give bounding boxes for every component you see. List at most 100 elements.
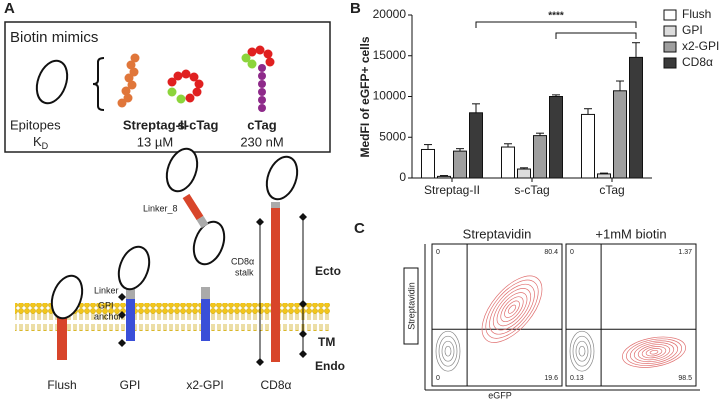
legend-swatch bbox=[663, 41, 677, 53]
tag-name: Streptag-II bbox=[123, 117, 187, 132]
contour-pos bbox=[645, 348, 663, 357]
quadrant-value: 0 bbox=[436, 249, 440, 256]
contour-pos bbox=[492, 288, 532, 331]
quadrant-value: 0 bbox=[570, 249, 574, 256]
contour-neg bbox=[444, 345, 452, 357]
contour-pos bbox=[629, 340, 679, 364]
significance-bracket bbox=[475, 21, 637, 28]
linker bbox=[126, 287, 135, 299]
bar bbox=[421, 148, 435, 179]
y-tick-label: 0 bbox=[399, 170, 406, 184]
contour-pos bbox=[504, 300, 520, 318]
kd-sub: D bbox=[42, 141, 49, 151]
tag-name: s-cTag bbox=[178, 117, 219, 132]
contour-pos bbox=[507, 304, 517, 314]
quadrant-value: 0 bbox=[436, 375, 440, 382]
stalk-label: CD8α bbox=[231, 256, 254, 266]
ctag-icon bbox=[241, 45, 275, 112]
y-tick-label: 20000 bbox=[373, 7, 407, 21]
bar bbox=[453, 150, 467, 179]
contour-pos bbox=[485, 279, 539, 339]
contour-neg bbox=[435, 330, 461, 372]
tag-name: cTag bbox=[247, 117, 276, 132]
panel-label: A bbox=[4, 0, 15, 17]
contour-pos bbox=[625, 338, 683, 366]
significance-bracket bbox=[555, 32, 637, 39]
linker-label: Linker bbox=[94, 285, 119, 295]
panel-a: A Biotin mimics Epitopes KD Streptag-II … bbox=[4, 0, 345, 392]
x-tick-label: Streptag-II bbox=[424, 183, 480, 197]
gpi-anchor bbox=[201, 299, 210, 341]
contour-neg bbox=[569, 330, 595, 372]
plot-title: Streptavidin bbox=[463, 226, 532, 241]
contour-pos bbox=[641, 346, 667, 359]
mimic-box bbox=[4, 21, 331, 153]
quadrant-value: 0.13 bbox=[570, 375, 584, 382]
linker-8-label: Linker_8 bbox=[143, 203, 178, 213]
y-tick-label: 15000 bbox=[373, 48, 407, 62]
epitope bbox=[165, 147, 199, 193]
gpi-anchor-label: anchor bbox=[94, 311, 122, 321]
x-tick-label: cTag bbox=[599, 183, 624, 197]
legend-swatch bbox=[663, 9, 677, 21]
bar bbox=[629, 56, 643, 179]
bar bbox=[517, 168, 531, 179]
construct-label: Flush bbox=[47, 378, 76, 392]
y-tick-label: 5000 bbox=[379, 129, 406, 143]
cd8-stalk bbox=[271, 202, 280, 362]
contour-pos bbox=[633, 342, 675, 363]
contour-pos bbox=[637, 344, 671, 361]
contour-pos bbox=[649, 349, 659, 355]
significance-label: **** bbox=[548, 11, 564, 22]
epitope-icon bbox=[35, 59, 69, 105]
contour-neg bbox=[441, 340, 455, 362]
contour-neg bbox=[575, 340, 589, 362]
contour-pos bbox=[500, 296, 524, 323]
panel-b: B MedFI of eGFP+ cells 0 5000 10000 15000 20… bbox=[350, 0, 719, 197]
plot-title: +1mM biotin bbox=[595, 226, 666, 241]
construct-label: x2-GPI bbox=[186, 378, 223, 392]
bar bbox=[613, 90, 627, 179]
construct-label: CD8α bbox=[261, 378, 292, 392]
box-title: Biotin mimics bbox=[10, 29, 98, 46]
bar bbox=[581, 113, 595, 179]
s-ctag-icon bbox=[167, 69, 204, 104]
bar bbox=[549, 96, 563, 179]
construct-stalk bbox=[57, 315, 67, 360]
linker bbox=[196, 215, 209, 229]
kd-label: KD bbox=[33, 134, 49, 151]
quadrant-value: 98.5 bbox=[678, 375, 692, 382]
bar bbox=[533, 135, 547, 179]
panel-label: C bbox=[354, 220, 365, 237]
contour-pos bbox=[481, 275, 543, 343]
legend-label: CD8α bbox=[682, 55, 713, 69]
quadrant-value: 80.4 bbox=[544, 249, 558, 256]
contour-pos bbox=[622, 336, 686, 368]
bar bbox=[437, 175, 451, 179]
region-label: Ecto bbox=[315, 264, 341, 278]
bracket bbox=[92, 57, 105, 111]
bar bbox=[597, 173, 611, 179]
construct-label: GPI bbox=[120, 378, 141, 392]
linker-8 bbox=[182, 193, 204, 221]
contour-neg bbox=[578, 345, 586, 357]
y-axis-label: Streptavidin bbox=[406, 282, 416, 330]
legend-label: x2-GPI bbox=[682, 39, 719, 53]
region-label: Endo bbox=[315, 359, 345, 373]
region-label: TM bbox=[318, 335, 335, 349]
epitope bbox=[50, 274, 84, 320]
legend-label: GPI bbox=[682, 23, 703, 37]
contour-neg bbox=[438, 335, 458, 367]
legend-swatch bbox=[663, 25, 677, 37]
y-tick-label: 10000 bbox=[373, 89, 407, 103]
linker bbox=[271, 202, 280, 208]
gpi-anchor bbox=[126, 299, 135, 341]
epitope bbox=[117, 245, 151, 291]
contour-pos bbox=[489, 283, 535, 335]
epitope bbox=[192, 220, 226, 266]
legend-swatch bbox=[663, 57, 677, 69]
affinity: 230 nM bbox=[240, 134, 283, 149]
bar bbox=[501, 146, 515, 179]
